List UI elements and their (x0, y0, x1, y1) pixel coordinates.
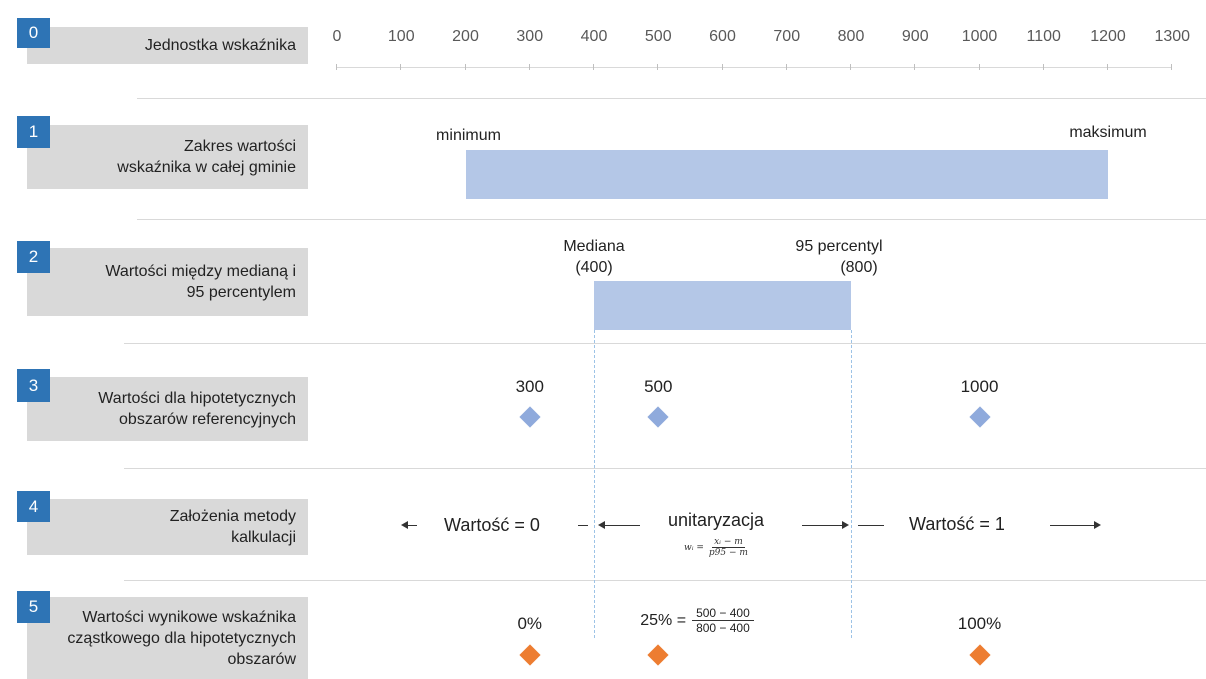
row-label-0: Jednostka wskaźnika (27, 27, 308, 64)
arrow-line (858, 525, 884, 526)
axis-tick-label: 100 (387, 28, 415, 45)
reference-value-label: 500 (644, 377, 673, 396)
axis-tick (978, 64, 980, 70)
formula-lhs: wᵢ = (684, 542, 704, 553)
row-number-4: 4 (17, 491, 50, 522)
median-guide-line (594, 330, 595, 638)
axis-tick (1171, 64, 1173, 70)
median-value: (400) (575, 259, 613, 276)
result-diamond-marker (519, 644, 541, 666)
result-value-label: 100% (957, 614, 1002, 633)
formula-fraction: xᵢ − m p95 − m (707, 537, 750, 558)
axis-tick (336, 64, 337, 70)
separator (124, 468, 1206, 469)
result-diamond-marker (968, 644, 991, 666)
axis-tick-label: 300 (516, 28, 544, 45)
arrow-line (407, 525, 417, 526)
maximum-label: maksimum (1069, 124, 1147, 141)
row-label-2-text: Wartości między medianą i 95 percentylem (105, 263, 296, 301)
axis-tick-label: 500 (644, 28, 672, 45)
result-diamond-marker (647, 644, 669, 666)
unitarization-formula: wᵢ = xᵢ − m p95 − m (684, 537, 750, 558)
axis-tick-label: 400 (580, 28, 608, 45)
axis-tick-label: 800 (837, 28, 865, 45)
row-number-0: 0 (17, 18, 50, 48)
axis-tick (400, 64, 402, 70)
arrow-line (802, 525, 842, 526)
separator (124, 343, 1206, 344)
axis-tick-label: 200 (452, 28, 479, 45)
p95-value: (800) (840, 259, 878, 276)
reference-diamond-marker (519, 406, 541, 428)
axis-tick-label: 1300 (1154, 28, 1191, 45)
arrow-right-icon (842, 521, 849, 529)
axis-tick-label: 700 (773, 28, 801, 45)
axis-tick (914, 64, 916, 70)
axis-tick (657, 64, 659, 70)
row-label-2: Wartości między medianą i 95 percentylem (27, 248, 308, 316)
axis-tick-label: 0 (332, 28, 342, 45)
unitarization-label: unitaryzacja (668, 510, 765, 530)
separator (124, 580, 1206, 581)
p95-label-text: 95 percentyl (795, 238, 883, 255)
row-number-3: 3 (17, 369, 50, 402)
p95-label: 95 percentyl (800) (795, 236, 882, 278)
row-label-5-text: Wartości wynikowe wskaźnika cząstkowego … (67, 608, 296, 668)
row-label-5: Wartości wynikowe wskaźnika cząstkowego … (27, 597, 308, 679)
axis-tick (1107, 64, 1108, 70)
calculation-numerator: 500 − 400 (692, 606, 754, 621)
row-label-1: Zakres wartości wskaźnika w całej gminie (27, 125, 308, 189)
separator (137, 219, 1206, 220)
arrow-line (604, 525, 640, 526)
median-label: Mediana (400) (563, 236, 624, 278)
arrow-left-icon (598, 521, 605, 529)
calculation-denominator: 800 − 400 (696, 621, 750, 635)
median-p95-bar (594, 281, 851, 330)
reference-value-label: 1000 (960, 377, 999, 396)
minimum-label: minimum (436, 127, 501, 144)
arrow-line (578, 525, 588, 526)
axis-tick (464, 64, 466, 70)
calculation-fraction: 500 − 400 800 − 400 (692, 606, 754, 635)
axis-tick-label: 1200 (1090, 28, 1126, 45)
row-number-2: 2 (17, 241, 50, 273)
value-one-label: Wartość = 1 (909, 514, 1005, 534)
axis-tick (850, 64, 851, 70)
row-number-1: 1 (17, 116, 50, 148)
reference-diamond-marker (647, 406, 669, 428)
arrow-left-icon (401, 521, 408, 529)
axis-tick (1042, 64, 1044, 70)
median-label-text: Mediana (563, 238, 625, 255)
row-label-3-text: Wartości dla hipotetycznych obszarów ref… (98, 390, 296, 428)
range-bar (465, 150, 1108, 199)
reference-value-label: 300 (515, 377, 544, 396)
result-value-label: 25% = (640, 611, 687, 629)
arrow-right-icon (1094, 521, 1101, 529)
arrow-line (1050, 525, 1094, 526)
axis-tick-label: 1000 (961, 28, 998, 45)
result-value-calculation: 25% = 500 − 400 800 − 400 (640, 606, 754, 635)
p95-guide-line (851, 330, 852, 638)
value-zero-label: Wartość = 0 (444, 515, 540, 535)
result-value-label: 0% (517, 614, 543, 633)
row-label-4: Założenia metody kalkulacji (27, 499, 308, 555)
row-label-3: Wartości dla hipotetycznych obszarów ref… (27, 377, 308, 441)
axis-tick-label: 1100 (1026, 28, 1061, 45)
row-number-5: 5 (17, 591, 50, 623)
axis-tick (593, 64, 594, 70)
axis-tick (785, 64, 787, 70)
axis-tick-label: 900 (901, 28, 929, 45)
formula-denominator: p95 − m (708, 548, 748, 558)
formula-numerator: xᵢ − m (712, 537, 745, 548)
axis-tick (528, 64, 530, 70)
row-label-4-text: Założenia metody kalkulacji (169, 508, 296, 546)
axis-tick-label: 600 (709, 28, 736, 45)
axis-line (337, 67, 1173, 68)
reference-diamond-marker (968, 406, 991, 428)
separator (137, 98, 1206, 99)
axis-tick (721, 64, 723, 70)
row-label-1-text: Zakres wartości wskaźnika w całej gminie (117, 138, 296, 176)
